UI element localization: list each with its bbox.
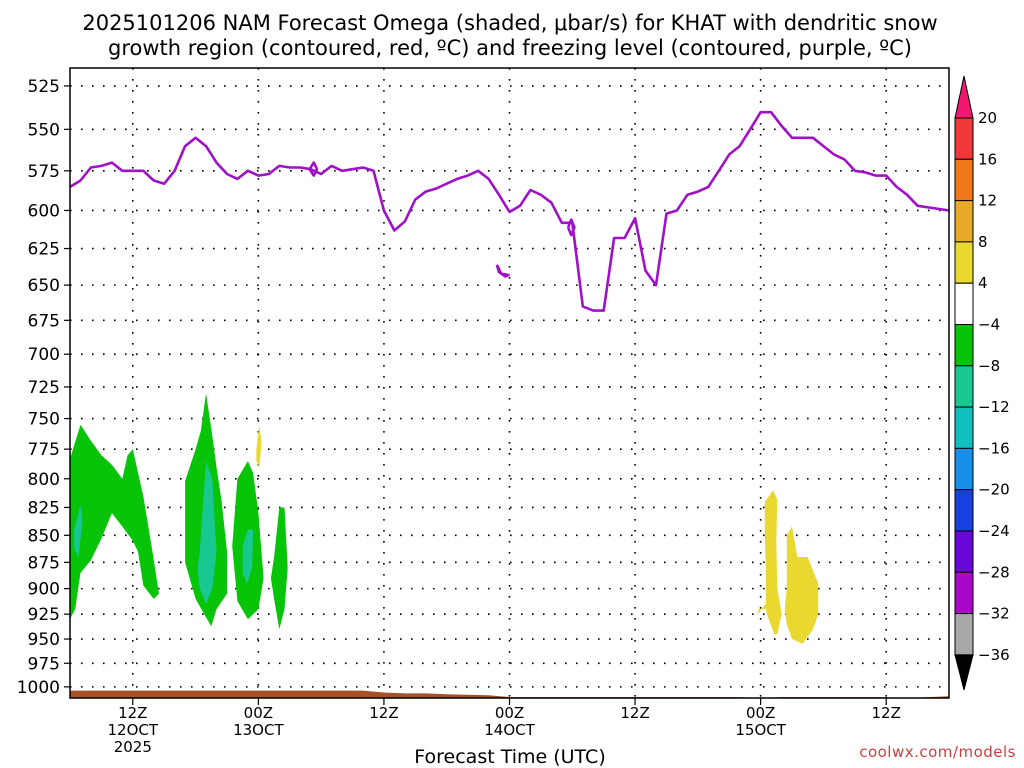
colorbar-bin-13 <box>954 613 974 656</box>
colorbar-label-4: 4 <box>978 274 988 292</box>
y-tick-label-650: 650 <box>28 276 60 296</box>
terrain-fill <box>70 690 949 698</box>
chart-title-line2: growth region (contoured, red, ºC) and f… <box>108 36 912 60</box>
colorbar-bin-3 <box>954 200 974 243</box>
x-tick-label-30-0: 12Z <box>369 704 398 722</box>
y-tick-label-550: 550 <box>28 120 60 140</box>
y-tick-label-825: 825 <box>28 498 60 518</box>
colorbar-label-8: −16 <box>978 439 1010 457</box>
x-tick-label-18-0: 00Z <box>244 704 273 722</box>
colorbar-label-10: −24 <box>978 522 1010 540</box>
y-tick-label-725: 725 <box>28 378 60 398</box>
y-tick-label-800: 800 <box>28 470 60 490</box>
colorbar-label-6: −8 <box>978 357 1000 375</box>
y-tick-label-900: 900 <box>28 580 60 600</box>
colorbar-label-13: −36 <box>978 646 1010 664</box>
freezing-level-line <box>69 110 950 312</box>
x-tick-label-78-0: 12Z <box>872 704 901 722</box>
freezing-level-loop-1 <box>566 218 576 237</box>
site-credit: coolwx.com/models <box>859 743 1016 761</box>
colorbar-label-3: 8 <box>978 233 988 251</box>
x-tick-label-54-0: 12Z <box>620 704 649 722</box>
colorbar-bin-4 <box>954 241 974 284</box>
colorbar-bin-10 <box>954 489 974 532</box>
y-tick-label-1000: 1000 <box>17 678 60 698</box>
y-tick-label-600: 600 <box>28 201 60 221</box>
colorbar-label-2: 12 <box>978 192 997 210</box>
colorbar-bin-6 <box>954 324 974 367</box>
colorbar-bin-11 <box>954 530 974 573</box>
x-tick-label-6-0: 12Z <box>118 704 147 722</box>
colorbar-bin-2 <box>954 158 974 202</box>
chart-title-line1: 2025101206 NAM Forecast Omega (shaded, μ… <box>82 11 937 35</box>
x-tick-label-6-1: 12OCT <box>108 721 159 739</box>
colorbar-label-5: −4 <box>978 316 1000 334</box>
y-tick-label-525: 525 <box>28 77 60 97</box>
colorbar-label-11: −28 <box>978 563 1010 581</box>
y-axis: 525 550 575 600 625 650 675 700 725 750 775 800 825 8… <box>17 77 70 698</box>
y-tick-label-925: 925 <box>28 605 60 625</box>
freezing-level-loop-0 <box>495 264 510 278</box>
y-tick-label-850: 850 <box>28 526 60 546</box>
x-tick-label-42-1: 14OCT <box>484 721 535 739</box>
omega-shading <box>70 393 819 644</box>
x-axis-title: Forecast Time (UTC) <box>414 746 605 768</box>
colorbar-label-9: −20 <box>978 481 1010 499</box>
colorbar-bin-7 <box>954 365 974 408</box>
colorbar-label-7: −12 <box>978 398 1010 416</box>
x-tick-label-66-0: 00Z <box>746 704 775 722</box>
y-tick-label-975: 975 <box>28 654 60 674</box>
terrain-layer <box>70 690 949 698</box>
y-tick-label-625: 625 <box>28 240 60 260</box>
omega-region-3-1 <box>197 461 217 604</box>
colorbar-label-12: −32 <box>978 605 1010 623</box>
colorbar-bin-1 <box>954 117 974 160</box>
colorbar-bin-5 <box>954 282 974 326</box>
omega-region-4-2 <box>256 424 262 467</box>
omega-region-4-0 <box>757 490 782 635</box>
colorbar-bin-9 <box>954 447 974 491</box>
x-tick-label-42-0: 00Z <box>495 704 524 722</box>
omega-region-3-0 <box>74 505 83 557</box>
y-tick-label-875: 875 <box>28 553 60 573</box>
colorbar-label-0: 20 <box>978 109 997 127</box>
y-tick-label-575: 575 <box>28 162 60 182</box>
colorbar-top-arrow <box>954 75 974 119</box>
omega-region-2-0 <box>70 424 159 620</box>
omega-region-2-3 <box>270 507 288 630</box>
freezing-level-contours <box>69 110 950 312</box>
omega-region-3-2 <box>242 529 254 584</box>
y-tick-label-675: 675 <box>28 311 60 331</box>
freezing-level-loop-2 <box>308 161 319 177</box>
colorbar-bottom-arrow <box>954 654 974 691</box>
colorbar-bin-8 <box>954 406 974 449</box>
x-tick-label-66-1: 15OCT <box>735 721 786 739</box>
colorbar-label-1: 16 <box>978 150 997 168</box>
y-tick-label-750: 750 <box>28 410 60 430</box>
y-tick-label-775: 775 <box>28 440 60 460</box>
colorbar-legend: 20 16 12 8 4 −4 −8 −12 −16 −20 −24 −28 −32 −36 <box>954 75 1010 691</box>
colorbar-bin-12 <box>954 571 974 615</box>
x-tick-label-18-1: 13OCT <box>233 721 284 739</box>
y-tick-label-700: 700 <box>28 345 60 365</box>
omega-region-4-1 <box>784 526 819 644</box>
x-tick-label-6-2: 2025 <box>114 738 152 756</box>
y-tick-label-950: 950 <box>28 630 60 650</box>
